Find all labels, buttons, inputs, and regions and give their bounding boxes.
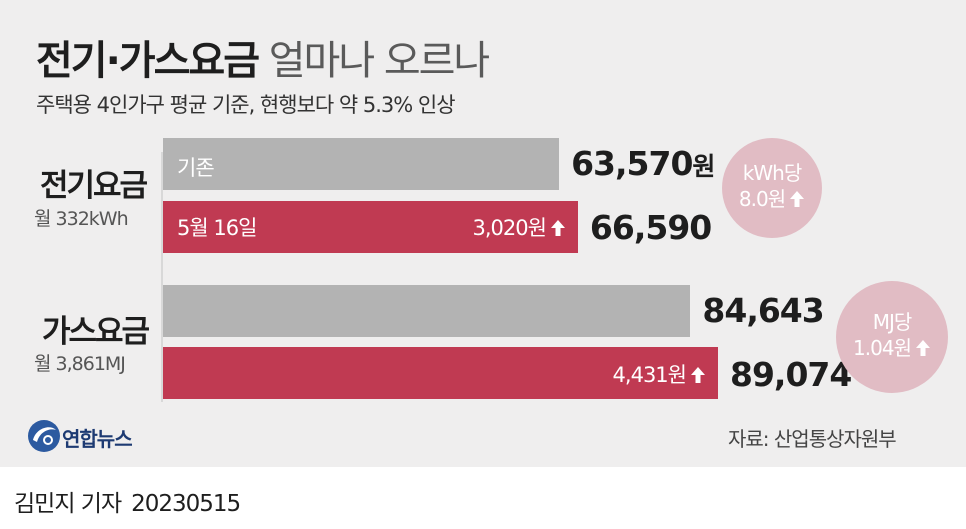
value-label-electric-new: 66,590 — [589, 208, 712, 247]
badge-gas-line2-wrap: 1.04원 — [836, 335, 948, 361]
infographic-card: 전기·가스요금 얼마나 오르나 주택용 4인가구 평균 기준, 현행보다 약 5… — [0, 0, 966, 467]
category-sub-gas: 월 3,861MJ — [34, 353, 126, 375]
value-label-electric-old: 63,570원 — [571, 144, 715, 183]
badge-gas-line2: 1.04원 — [853, 336, 912, 360]
up-arrow-icon — [790, 191, 805, 207]
category-label-electric: 전기요금 — [40, 168, 148, 204]
badge-electric-line1: kWh당 — [742, 161, 802, 185]
category-axis-line — [161, 152, 163, 402]
badge-gas-per-unit: MJ당 1.04원 — [836, 281, 948, 393]
chart-title: 전기·가스요금 얼마나 오르나 — [36, 28, 491, 86]
value-unit-won: 원 — [692, 152, 715, 181]
increase-label-electric: 3,020원 — [472, 212, 565, 242]
title-bold: 전기·가스요금 — [36, 38, 260, 84]
byline: 김민지 기자 20230515 — [14, 484, 241, 518]
series-label-new: 5월 16일 — [177, 216, 257, 240]
category-sub-electric: 월 332kWh — [34, 208, 129, 230]
value-electric-old: 63,570 — [571, 144, 693, 183]
title-light: 얼마나 오르나 — [268, 38, 491, 84]
badge-electric-line2-wrap: 8.0원 — [722, 186, 822, 212]
yonhap-logo-icon — [28, 420, 60, 452]
source-note: 자료: 산업통상자원부 — [728, 427, 897, 451]
bar-gas-new — [163, 347, 718, 399]
increase-label-gas: 4,431원 — [613, 359, 706, 389]
reporter-name: 김민지 기자 — [14, 491, 122, 517]
up-arrow-icon — [691, 367, 705, 383]
increase-value-gas: 4,431원 — [612, 363, 687, 387]
chart-subtitle: 주택용 4인가구 평균 기준, 현행보다 약 5.3% 인상 — [36, 93, 456, 117]
publish-date: 20230515 — [131, 491, 241, 517]
value-label-gas-new: 89,074 — [730, 355, 852, 394]
up-arrow-icon — [915, 340, 930, 356]
logo-text: 연합뉴스 — [62, 427, 133, 451]
bar-electric-new — [163, 201, 578, 253]
badge-electric-per-unit: kWh당 8.0원 — [722, 138, 822, 238]
bar-electric-old — [163, 138, 560, 190]
badge-gas-line1: MJ당 — [872, 310, 913, 334]
bar-gas-old — [163, 285, 691, 337]
series-label-old: 기존 — [177, 156, 215, 180]
category-label-gas: 가스요금 — [42, 314, 150, 350]
increase-value-electric: 3,020원 — [472, 216, 546, 240]
badge-electric-line2: 8.0원 — [738, 187, 786, 211]
value-label-gas-old: 84,643 — [702, 291, 824, 330]
up-arrow-icon — [550, 220, 565, 236]
